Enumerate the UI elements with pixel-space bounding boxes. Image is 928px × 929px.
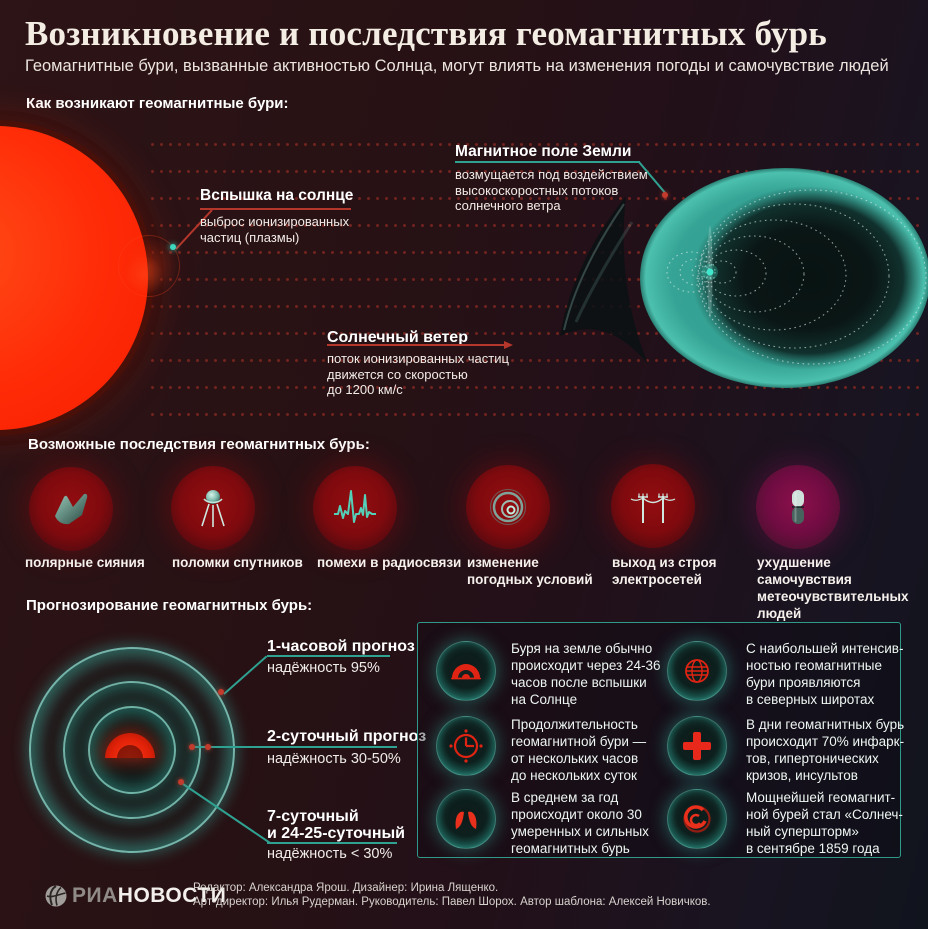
- earth-dot: [706, 268, 714, 276]
- logo-novosti-text: НОВОСТИ: [117, 884, 227, 907]
- fact-text: Буря на земле обычно происходит через 24…: [511, 641, 661, 707]
- fact-icon-circle: [667, 641, 727, 701]
- consequences-section-heading: Возможные последствия геомагнитных бурь:: [28, 436, 370, 453]
- fact-text: С наибольшей интенсив- ностью геомагнитн…: [746, 641, 904, 707]
- forecast-underline-7d: [267, 842, 397, 844]
- wind-arrow-head: [504, 341, 513, 349]
- forecast-title-2d: 2-суточный прогноз: [267, 728, 427, 745]
- fact-icon-circle: [436, 716, 496, 776]
- field-pointer-dot: [662, 192, 668, 198]
- flare-pointer-dot: [170, 244, 176, 250]
- flare-callout-title: Вспышка на солнце: [200, 187, 354, 204]
- consequence-label: изменение погодных условий: [467, 555, 593, 587]
- facts-panel: Буря на земле обычно происходит через 24…: [417, 622, 904, 858]
- forecast-dot-7d: [178, 779, 184, 785]
- consequence-label: полярные сияния: [25, 555, 145, 570]
- field-underline: [455, 161, 640, 163]
- fact-icon-circle: [667, 716, 727, 776]
- fact-text: Мощнейшей геомагнит- ной бурей стал «Сол…: [746, 790, 903, 856]
- medical-cross-icon: [683, 732, 711, 760]
- consequence-label: поломки спутников: [172, 555, 303, 570]
- solar-flare-bubble: [118, 235, 180, 297]
- globe-icon: [685, 659, 709, 683]
- ria-novosti-logo: РИАНОВОСТИ: [72, 884, 226, 908]
- power-grid-icon: [630, 493, 676, 523]
- consequence-circle-radio: [313, 466, 397, 550]
- magnetosphere-graphic: [560, 168, 928, 388]
- forecast-title-7d: 7-суточный и 24-25-суточный: [267, 808, 405, 842]
- clock-icon: [449, 729, 483, 763]
- wind-arrow-line: [327, 344, 505, 346]
- fact-icon-circle: [436, 641, 496, 701]
- credits-line-1: Редактор: Александра Ярош. Дизайнер: Ири…: [193, 882, 499, 894]
- forecast-dot-2d-b: [205, 744, 211, 750]
- consequence-label: ухудшение самочувствия метеочувствительн…: [757, 555, 909, 621]
- fact-text: В среднем за год происходит около 30 уме…: [511, 790, 649, 856]
- forecast-title-1h: 1-часовой прогноз: [267, 638, 415, 655]
- aurora-icon: [55, 493, 88, 525]
- cyclone-icon: [489, 488, 527, 526]
- forecast-dot-1h: [218, 689, 224, 695]
- radio-interference-icon: [334, 490, 376, 523]
- page-title: Возникновение и последствия геомагнитных…: [25, 14, 827, 53]
- forecast-pointer-2d: [192, 746, 397, 748]
- forecast-reliability-1h: надёжность 95%: [267, 660, 380, 676]
- flare-underline: [200, 208, 351, 210]
- fact-icon-circle: [436, 789, 496, 849]
- consequence-circle-satellite: [171, 466, 255, 550]
- forecast-pointer-1h: [223, 655, 268, 695]
- logo-ria-text: РИА: [72, 884, 118, 907]
- consequence-label: выход из строя электросетей: [612, 555, 717, 587]
- wind-callout-desc: поток ионизированных частиц движется со …: [327, 351, 509, 397]
- solar-flare-core: [126, 256, 164, 294]
- consequence-circle-power: [611, 464, 695, 548]
- fact-icon-circle: [667, 789, 727, 849]
- consequence-label: помехи в радиосвязи: [317, 555, 462, 570]
- forecast-underline-1h: [267, 655, 390, 657]
- flare-callout-desc: выброс ионизированных частиц (плазмы): [200, 214, 350, 245]
- bow-shock-funnel: [560, 196, 648, 364]
- origin-section-heading: Как возникают геомагнитные бури:: [26, 95, 289, 112]
- page-subtitle: Геомагнитные бури, вызванные активностью…: [25, 57, 889, 75]
- satellite-icon: [201, 490, 225, 527]
- ria-globe-icon: [45, 885, 67, 907]
- forecast-dot-2d-a: [189, 744, 195, 750]
- red-aurora-icon: [455, 811, 477, 829]
- superstorm-icon: [683, 805, 711, 833]
- field-callout-desc: возмущается под воздействием высокоскоро…: [455, 167, 648, 213]
- field-lines: [666, 189, 927, 365]
- credits-line-2: Арт-директор: Илья Рудерман. Руководител…: [193, 896, 711, 908]
- pill-icon: [792, 490, 804, 524]
- fact-text: В дни геомагнитных бурь происходит 70% и…: [746, 717, 905, 783]
- field-callout-title: Магнитное поле Земли: [455, 143, 632, 160]
- wind-callout-title: Солнечный ветер: [327, 329, 468, 346]
- storm-dome-icon: [451, 664, 481, 680]
- forecast-reliability-7d: надёжность < 30%: [267, 846, 393, 862]
- consequence-circle-health: [756, 465, 840, 549]
- consequence-circle-weather: [466, 465, 550, 549]
- forecast-reliability-2d: надёжность 30-50%: [267, 751, 401, 767]
- forecast-section-heading: Прогнозирование геомагнитных бурь:: [26, 597, 313, 614]
- fact-text: Продолжительность геомагнитной бури — от…: [511, 717, 647, 783]
- consequence-circle-aurora: [29, 467, 113, 551]
